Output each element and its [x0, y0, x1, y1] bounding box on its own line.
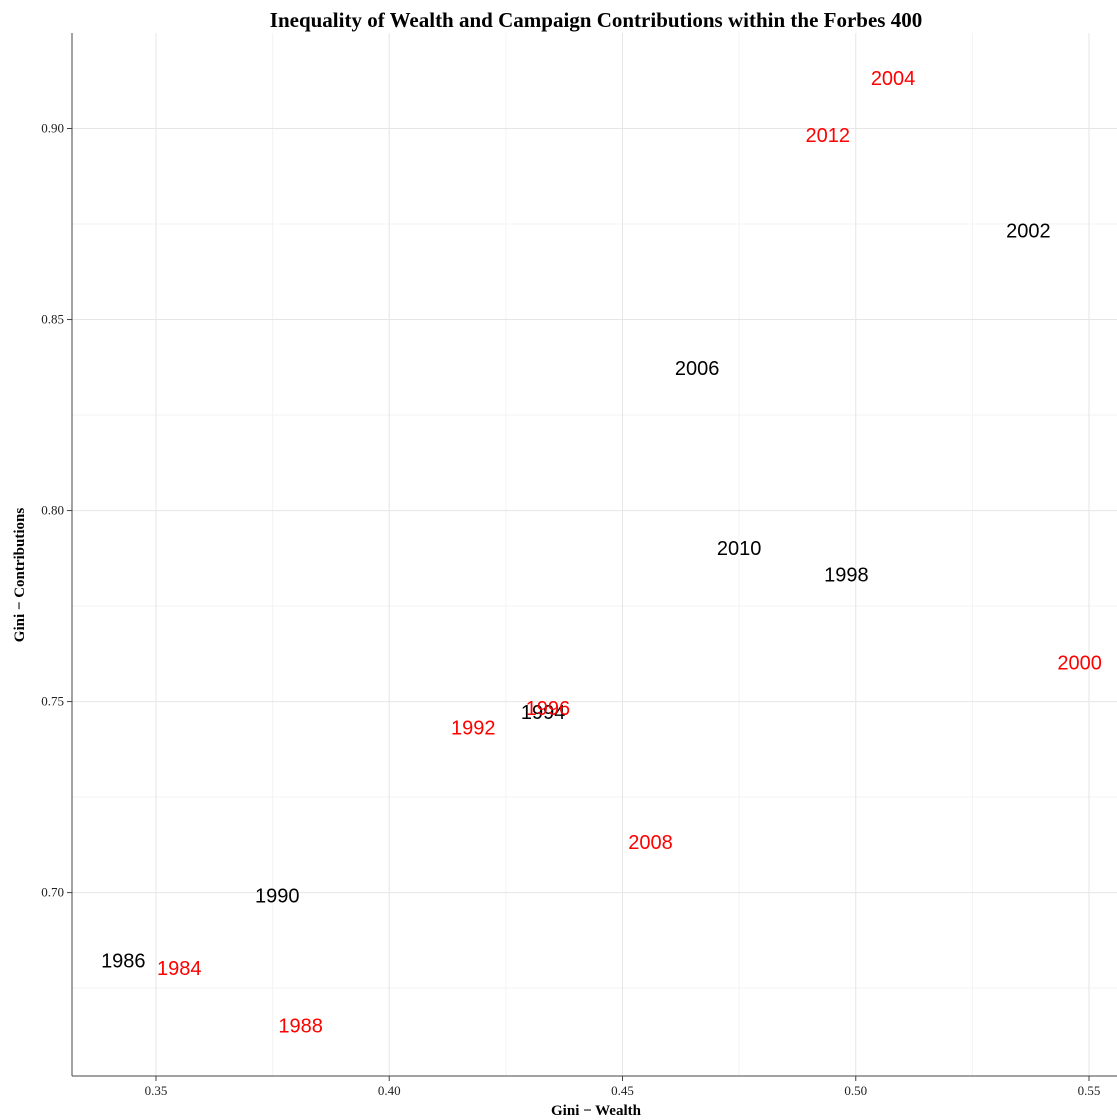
- grid-lines: [72, 33, 1117, 1076]
- data-point-label: 1996: [526, 698, 571, 720]
- data-point-label: 1984: [157, 958, 202, 980]
- x-tick-label: 0.35: [145, 1083, 168, 1098]
- data-point-label: 2000: [1057, 652, 1102, 674]
- data-point-label: 2004: [871, 68, 916, 90]
- data-point-label: 1990: [255, 885, 300, 907]
- x-tick-label: 0.55: [1078, 1083, 1101, 1098]
- data-point-label: 2006: [675, 358, 720, 380]
- y-axis-title: Gini − Contributions: [12, 508, 28, 643]
- x-tick-label: 0.50: [844, 1083, 867, 1098]
- data-point-label: 1986: [101, 950, 146, 972]
- y-tick-label: 0.70: [41, 885, 64, 900]
- x-tick-label: 0.40: [378, 1083, 401, 1098]
- y-axis-ticks: 0.70 0.75 0.80 0.85 0.90: [41, 121, 72, 900]
- data-point-label: 2002: [1006, 221, 1051, 243]
- axes: [71, 33, 1117, 1077]
- data-point-label: 2012: [806, 125, 851, 147]
- x-axis-ticks: 0.35 0.40 0.45 0.50 0.55: [145, 1076, 1101, 1098]
- y-tick-label: 0.90: [41, 121, 64, 136]
- data-point-label: 2010: [717, 538, 762, 560]
- x-tick-label: 0.45: [611, 1083, 634, 1098]
- data-point-label: 1998: [824, 565, 869, 587]
- chart-title: Inequality of Wealth and Campaign Contri…: [270, 8, 922, 32]
- y-tick-label: 0.80: [41, 503, 64, 518]
- data-point-label: 1992: [451, 717, 496, 739]
- y-tick-label: 0.75: [41, 694, 64, 709]
- data-point-label: 2008: [628, 832, 673, 854]
- data-point-label: 1994: [521, 702, 566, 724]
- y-tick-label: 0.85: [41, 312, 64, 327]
- x-axis-title: Gini − Wealth: [551, 1103, 642, 1119]
- data-point-label: 1988: [278, 1015, 323, 1037]
